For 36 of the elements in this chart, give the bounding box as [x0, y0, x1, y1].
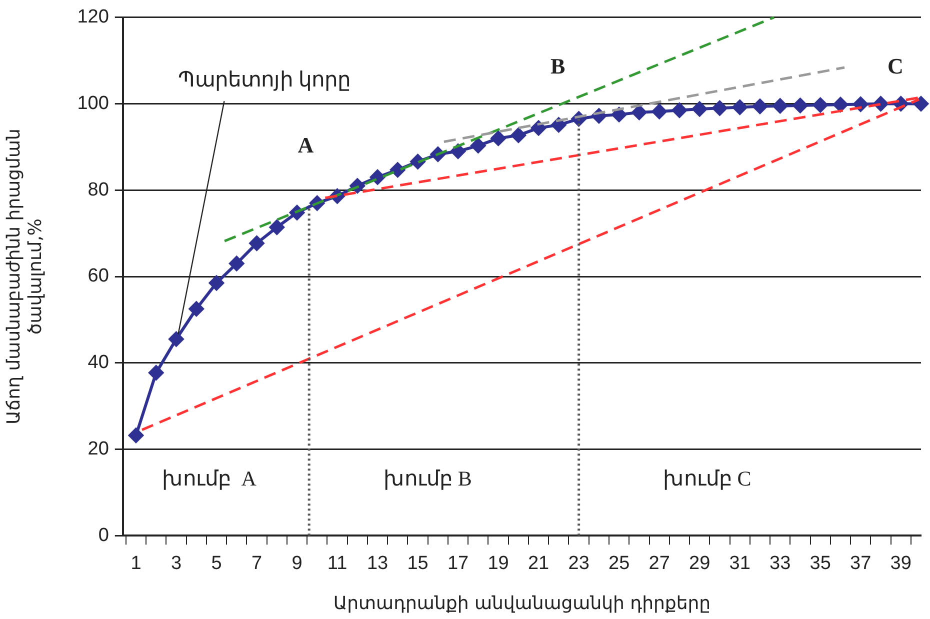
x-tick-label: 39 — [890, 553, 912, 574]
x-tick-label: 5 — [211, 553, 222, 574]
x-tick-label: 37 — [850, 553, 872, 574]
x-tick-label: 7 — [251, 553, 262, 574]
x-tick-label: 33 — [770, 553, 791, 574]
y-tick-label: 0 — [98, 524, 109, 546]
x-tick-label: 21 — [528, 553, 550, 574]
annotation: Պարետոյի կորը — [178, 68, 350, 92]
y-tick-label: 20 — [88, 438, 109, 460]
annotation: B — [550, 53, 566, 78]
y-axis-title: Աճող մասնաբաժինն իրացման ծավալում,% — [3, 128, 46, 424]
y-tick-label: 80 — [88, 179, 109, 200]
annotation: խումբ B — [384, 466, 472, 491]
annotation: A — [298, 132, 314, 158]
y-tick-label: 60 — [88, 266, 109, 287]
x-tick-label: 27 — [648, 553, 670, 574]
x-tick-label: 19 — [488, 553, 509, 574]
y-tick-label: 40 — [88, 352, 109, 374]
y-tick-label: 120 — [77, 6, 109, 28]
annotation: խումբ A — [162, 466, 258, 491]
x-tick-label: 35 — [810, 553, 831, 574]
x-tick-label: 17 — [447, 553, 469, 574]
x-tick-label: 15 — [407, 553, 428, 574]
annotation: խումբ C — [662, 466, 752, 491]
x-tick-label: 9 — [292, 553, 302, 574]
x-tick-label: 3 — [170, 553, 182, 574]
x-tick-label: 1 — [130, 553, 142, 574]
x-tick-label: 13 — [366, 553, 388, 574]
x-axis-title: Արտադրանքի անվանացանկի դիրքերը — [333, 592, 711, 614]
y-tick-label: 100 — [77, 93, 109, 114]
x-tick-label: 31 — [729, 553, 750, 574]
x-tick-label: 11 — [327, 553, 348, 574]
annotation: C — [888, 53, 904, 78]
x-tick-label: 23 — [568, 553, 590, 574]
x-tick-label: 25 — [608, 553, 630, 574]
x-tick-label: 29 — [689, 553, 710, 574]
